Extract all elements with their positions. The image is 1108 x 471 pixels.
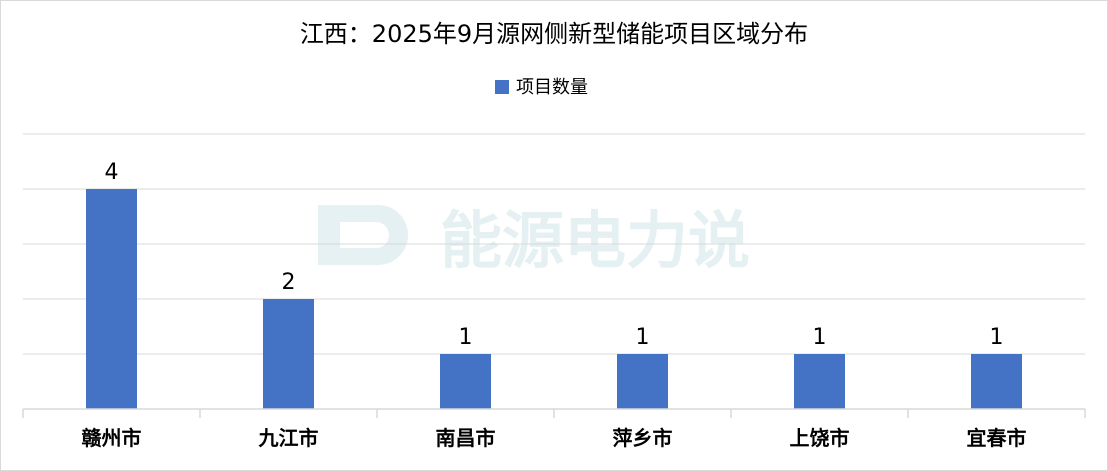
legend: 项目数量 <box>495 77 588 98</box>
data-label: 1 <box>990 325 1004 350</box>
bar <box>86 189 137 409</box>
bar <box>617 354 668 409</box>
x-tick-label: 萍乡市 <box>613 426 673 450</box>
legend-swatch <box>495 80 509 94</box>
x-tick-label: 九江市 <box>258 426 319 450</box>
bar <box>263 299 314 409</box>
x-tick-label: 赣州市 <box>82 426 142 450</box>
data-label: 1 <box>636 325 650 350</box>
watermark: 能源电力说 <box>318 204 750 277</box>
bar <box>794 354 845 409</box>
bar <box>440 354 491 409</box>
x-tick-label: 宜春市 <box>967 426 1027 450</box>
legend-label: 项目数量 <box>516 77 588 98</box>
data-label: 1 <box>813 325 827 350</box>
data-label: 4 <box>105 160 119 185</box>
chart-title: 江西：2025年9月源网侧新型储能项目区域分布 <box>300 20 808 48</box>
bar <box>971 354 1022 409</box>
watermark-text: 能源电力说 <box>440 204 750 277</box>
data-label: 2 <box>282 270 296 295</box>
x-tick-label: 上饶市 <box>790 426 850 450</box>
x-tick-label: 南昌市 <box>436 426 496 450</box>
watermark-logo-icon <box>318 205 408 265</box>
data-label: 1 <box>459 325 473 350</box>
